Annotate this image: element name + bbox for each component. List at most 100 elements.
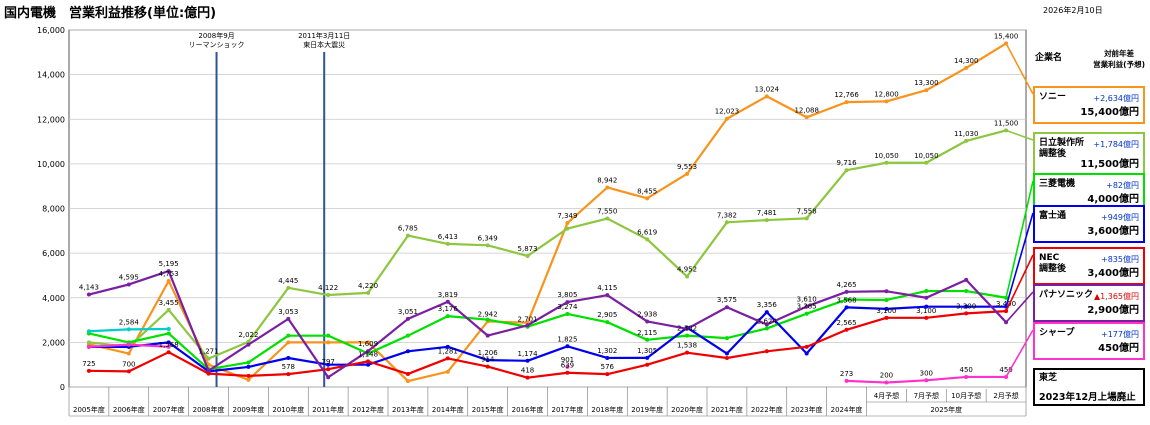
data-point [964, 289, 969, 294]
x-tick-label: 2月予想 [993, 391, 1018, 400]
data-point [366, 362, 371, 367]
data-point [405, 233, 410, 238]
legend-item-forecast: 11,500億円 [1080, 159, 1139, 170]
legend-item-forecast: 4,000億円 [1087, 194, 1139, 205]
data-point [286, 333, 291, 338]
data-point [964, 304, 969, 309]
legend-connector [1005, 212, 1034, 307]
data-point [844, 297, 849, 302]
data-point [166, 307, 171, 312]
legend-connector [1005, 254, 1034, 312]
data-label: 4,265 [837, 281, 857, 289]
legend-item-name: 東芝 [1039, 373, 1058, 383]
data-point [605, 293, 610, 298]
y-tick-label: 8,000 [42, 205, 65, 214]
data-point [685, 326, 690, 331]
data-label: 7,382 [717, 211, 737, 219]
data-point [286, 372, 291, 377]
data-point [326, 333, 331, 338]
data-label: 4,595 [119, 273, 139, 281]
data-label: 1,148 [358, 350, 378, 358]
data-point [605, 216, 610, 221]
data-point [366, 290, 371, 295]
data-point [565, 226, 570, 231]
data-point [485, 358, 490, 363]
legend-item-name: パナソニック [1039, 290, 1094, 300]
data-point [565, 300, 570, 305]
data-point [964, 277, 969, 282]
x-tick-label: 2020年度 [671, 405, 703, 414]
series-line [88, 269, 1007, 379]
data-label: 3,356 [757, 301, 778, 309]
data-point [685, 333, 690, 338]
data-point [405, 349, 410, 354]
data-label: 10,050 [874, 152, 899, 160]
data-point [565, 370, 570, 375]
y-tick-label: 6,000 [42, 249, 65, 258]
data-point [764, 349, 769, 354]
data-point [565, 344, 570, 349]
x-tick-label: 2014年度 [432, 405, 464, 414]
data-label: 901 [561, 356, 574, 364]
data-point [366, 340, 371, 345]
data-label: 2,115 [637, 329, 657, 337]
legend-item-change: +1,784億円 [1093, 140, 1139, 149]
data-point [206, 371, 211, 376]
data-label: 14,300 [954, 57, 979, 65]
data-point [405, 371, 410, 376]
data-label: 5,195 [159, 260, 179, 268]
data-label: 3,455 [159, 299, 179, 307]
data-label: 1,302 [597, 347, 617, 355]
data-point [844, 168, 849, 173]
legend-item-note: 2023年12月上場廃止 [1039, 392, 1136, 403]
data-point [445, 299, 450, 304]
legend-item-name: NEC 調整後 [1039, 253, 1067, 274]
data-label: 3,274 [557, 303, 578, 311]
x-tick-label: 2009年度 [233, 405, 265, 414]
y-tick-label: 16,000 [37, 26, 65, 35]
data-point [804, 351, 809, 356]
data-point [286, 340, 291, 345]
data-point [724, 305, 729, 310]
data-point [405, 316, 410, 321]
legend-item-forecast: 15,400億円 [1080, 107, 1139, 118]
legend-connector [1005, 43, 1034, 95]
data-point [844, 100, 849, 105]
data-point [804, 115, 809, 120]
data-point [884, 289, 889, 294]
data-label: 2,584 [119, 318, 140, 326]
data-point [645, 355, 650, 360]
legend-header-company: 企業名 [1035, 53, 1063, 63]
data-label: 1,206 [478, 349, 499, 357]
data-point [86, 292, 91, 297]
x-tick-label: 2023年度 [791, 405, 823, 414]
x-tick-label: 10月予想 [951, 391, 981, 400]
legend-header-change: 対前年差 営業利益(予想) [1093, 49, 1145, 69]
data-label: 5,873 [518, 245, 538, 253]
data-label: 1,271 [199, 348, 219, 356]
data-point [126, 351, 131, 356]
data-point [964, 65, 969, 70]
data-point [964, 374, 969, 379]
data-point [764, 94, 769, 99]
data-label: 8,942 [597, 176, 617, 184]
data-point [844, 327, 849, 332]
data-point [326, 367, 331, 372]
data-label: 797 [322, 358, 335, 366]
data-label: 6,785 [398, 225, 418, 233]
data-label: 576 [601, 363, 615, 371]
data-point [366, 349, 371, 354]
y-tick-label: 14,000 [37, 71, 65, 80]
data-label: 1,538 [677, 342, 697, 350]
data-point [166, 344, 171, 349]
data-point [166, 331, 171, 336]
data-label: 1,609 [358, 340, 378, 348]
data-label: 13,024 [755, 85, 780, 93]
data-label: 1,825 [557, 335, 577, 343]
data-label: 4,445 [278, 277, 298, 285]
data-label: 7,349 [557, 212, 577, 220]
data-point [924, 315, 929, 320]
data-label: 13,300 [914, 79, 939, 87]
x-tick-label: 7月予想 [914, 391, 939, 400]
